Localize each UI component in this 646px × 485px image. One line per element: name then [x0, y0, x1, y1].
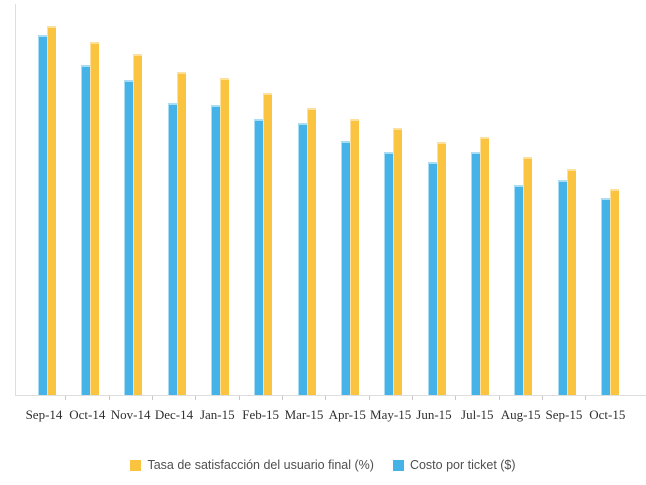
x-axis-tick: [281, 396, 283, 400]
x-axis-tick: [541, 396, 543, 400]
bar-costo-por-ticket: [254, 118, 264, 395]
bar-costo-por-ticket: [427, 162, 437, 395]
x-axis-tick: [238, 396, 240, 400]
x-axis-tick: [151, 396, 153, 400]
bar-tasa-satisfaccion: [263, 93, 273, 395]
x-axis-label: Jan-15: [199, 407, 235, 422]
bar-costo-por-ticket: [167, 102, 177, 395]
bar-tasa-satisfaccion: [479, 136, 489, 395]
legend-swatch-costo-por-ticket-icon: [392, 459, 404, 471]
x-axis-label: Sep-14: [25, 407, 63, 422]
x-axis-label: May-15: [370, 407, 412, 422]
legend-item-costo-por-ticket: Costo por ticket ($): [392, 458, 516, 472]
bar-tasa-satisfaccion: [133, 54, 143, 395]
legend-swatch-tasa-satisfaccion-icon: [130, 459, 142, 471]
x-axis-tick: [368, 396, 370, 400]
y-axis-line: [15, 4, 16, 395]
bar-tasa-satisfaccion: [609, 188, 619, 395]
bar-tasa-satisfaccion: [306, 107, 316, 395]
x-axis-label: Mar-15: [284, 407, 324, 422]
x-axis-label: Jun-15: [416, 407, 452, 422]
bar-tasa-satisfaccion: [89, 41, 99, 395]
bar-tasa-satisfaccion: [349, 118, 359, 395]
x-axis-tick: [498, 396, 500, 400]
bar-tasa-satisfaccion: [176, 71, 186, 395]
x-axis-line: [15, 395, 646, 396]
x-axis-label: Dec-14: [154, 407, 194, 422]
x-axis-label: Apr-15: [328, 407, 366, 422]
x-axis-tick: [108, 396, 110, 400]
x-axis-label: Sep-15: [545, 407, 583, 422]
legend-label-tasa-satisfaccion: Tasa de satisfacción del usuario final (…: [147, 458, 374, 472]
bar-costo-por-ticket: [297, 122, 307, 395]
x-axis-label: Aug-15: [500, 407, 541, 422]
chart-legend: Tasa de satisfacción del usuario final (…: [0, 455, 646, 475]
x-axis-label: Feb-15: [242, 407, 280, 422]
bar-tasa-satisfaccion: [566, 169, 576, 395]
legend-item-tasa-satisfaccion: Tasa de satisfacción del usuario final (…: [130, 458, 374, 472]
x-axis-tick: [585, 396, 587, 400]
bar-tasa-satisfaccion: [436, 142, 446, 395]
x-axis-tick: [411, 396, 413, 400]
bar-costo-por-ticket: [80, 64, 90, 395]
bar-costo-por-ticket: [37, 34, 47, 395]
bar-costo-por-ticket: [124, 79, 134, 395]
bar-costo-por-ticket: [557, 179, 567, 395]
bar-costo-por-ticket: [600, 198, 610, 395]
x-axis-label: Oct-15: [589, 407, 626, 422]
bar-costo-por-ticket: [384, 152, 394, 395]
bar-costo-por-ticket: [514, 185, 524, 395]
legend-label-costo-por-ticket: Costo por ticket ($): [409, 458, 516, 472]
x-axis-label: Nov-14: [110, 407, 151, 422]
x-axis-label: Oct-14: [69, 407, 106, 422]
x-axis-tick: [325, 396, 327, 400]
x-axis-tick: [195, 396, 197, 400]
bar-tasa-satisfaccion: [219, 78, 229, 395]
x-axis-tick: [65, 396, 67, 400]
bar-tasa-satisfaccion: [523, 156, 533, 395]
bar-costo-por-ticket: [340, 140, 350, 395]
x-axis-tick: [455, 396, 457, 400]
bar-costo-por-ticket: [470, 152, 480, 395]
bar-costo-por-ticket: [210, 105, 220, 395]
bar-tasa-satisfaccion: [46, 25, 56, 395]
bar-tasa-satisfaccion: [393, 128, 403, 395]
x-axis-label: Jul-15: [461, 407, 494, 422]
